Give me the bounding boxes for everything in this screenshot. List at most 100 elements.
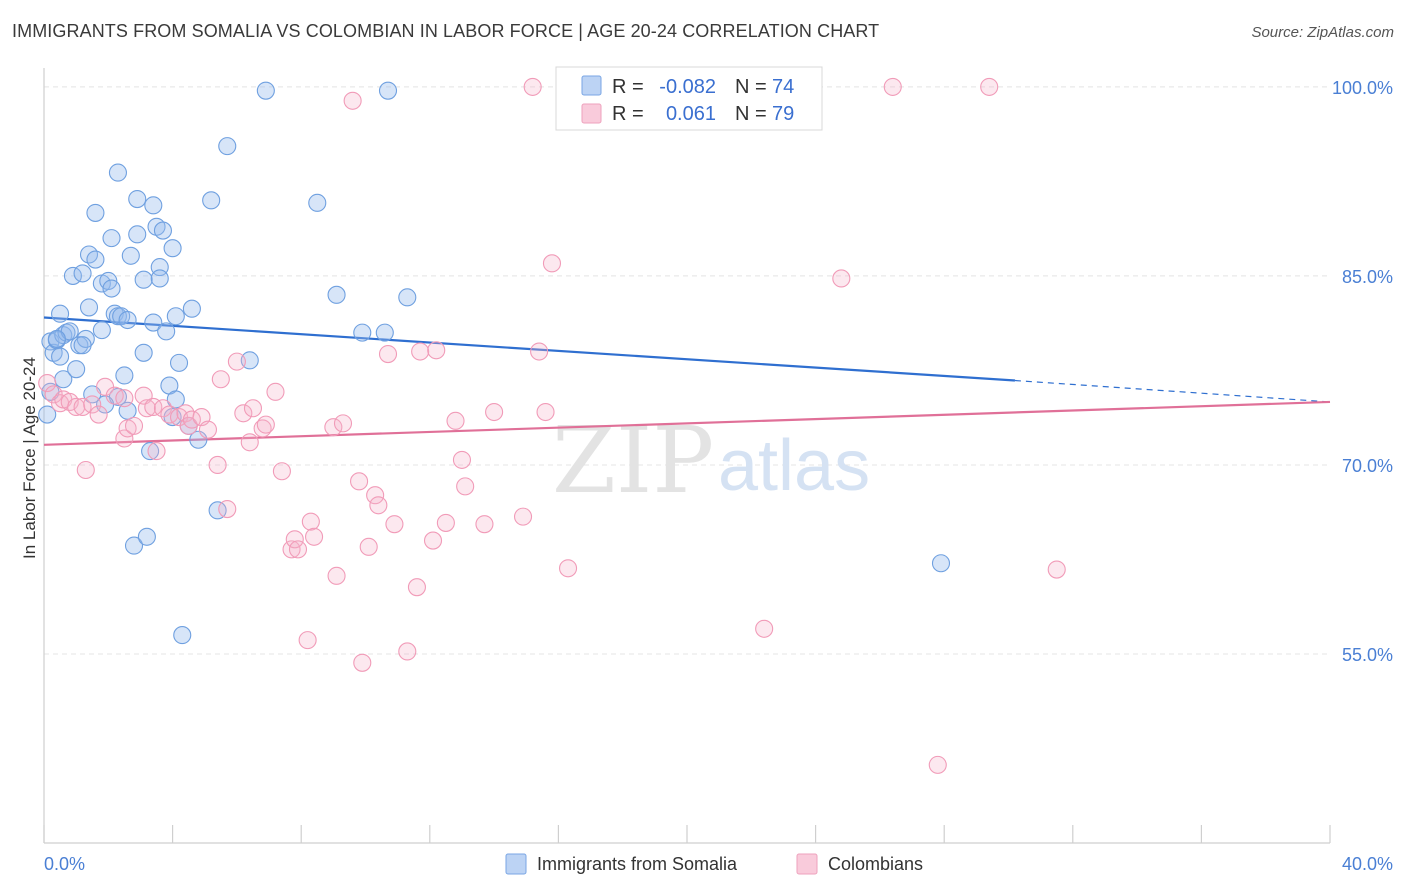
somalia-point-24 — [102, 279, 121, 298]
colombian-point-71 — [542, 254, 562, 273]
somalia-point-41 — [144, 196, 163, 215]
bottom-legend-colombian: Colombians — [828, 854, 923, 874]
somalia-point-70 — [73, 336, 92, 355]
legend-swatch-somalia — [581, 75, 602, 96]
somalia-point-63 — [308, 193, 327, 212]
axes — [43, 68, 1331, 844]
colombian-point-27 — [198, 420, 218, 439]
somalia-point-42 — [144, 313, 163, 332]
legend-r-label-colombian: R = — [612, 103, 644, 125]
somalia-point-33 — [121, 246, 140, 265]
colombian-point-62 — [446, 411, 465, 430]
colombian-point-55 — [385, 515, 404, 534]
colombian-point-13 — [115, 429, 134, 448]
legend-r-somalia: -0.082 — [659, 76, 716, 98]
watermark: ZIP atlas — [552, 407, 870, 514]
trend-line-colombian — [43, 400, 1331, 446]
series-somalia — [38, 81, 951, 645]
y-tick-label-1: 70.0% — [1342, 456, 1393, 476]
colombian-point-29 — [211, 370, 230, 389]
somalia-point-59 — [208, 501, 227, 520]
colombian-point-60 — [427, 341, 446, 360]
x-tick-label-0: 0.0% — [44, 854, 85, 874]
legend-r-colombian: 0.061 — [666, 103, 716, 125]
colombian-point-0 — [38, 373, 57, 393]
colombian-point-50 — [353, 653, 372, 672]
colombian-point-17 — [137, 399, 156, 418]
colombian-point-40 — [285, 530, 304, 549]
colombian-point-72 — [558, 559, 578, 578]
colombian-point-73 — [755, 619, 774, 638]
colombian-point-30 — [218, 500, 237, 519]
somalia-point-17 — [79, 298, 99, 317]
somalia-point-54 — [173, 626, 192, 645]
colombian-point-52 — [366, 486, 385, 505]
somalia-point-50 — [163, 239, 182, 258]
somalia-point-0 — [38, 405, 57, 424]
bottom-legend-swatch-somalia — [505, 853, 527, 875]
correlation-legend: R = -0.082 N = 74 R = 0.061 N = 79 — [555, 66, 823, 131]
somalia-point-47 — [157, 322, 176, 341]
somalia-point-62 — [256, 81, 275, 100]
colombian-point-56 — [398, 642, 417, 661]
colombian-point-78 — [1047, 560, 1066, 579]
colombian-point-31 — [227, 352, 246, 371]
somalia-point-28 — [108, 163, 127, 182]
somalia-point-19 — [86, 250, 105, 269]
somalia-point-53 — [169, 353, 189, 372]
colombian-point-57 — [407, 578, 426, 597]
chart-title: IMMIGRANTS FROM SOMALIA VS COLOMBIAN IN … — [12, 21, 880, 41]
colombian-point-9 — [89, 405, 108, 424]
legend-n-label-colombian: N = — [735, 103, 767, 125]
colombian-point-8 — [83, 395, 102, 414]
y-tick-label-0: 55.0% — [1342, 645, 1393, 665]
colombian-point-49 — [350, 472, 369, 491]
somalia-point-60 — [218, 137, 237, 156]
colombian-point-38 — [272, 462, 291, 481]
trend-line-somalia-extension — [1014, 379, 1331, 403]
colombian-point-15 — [124, 416, 144, 435]
y-tick-labels: 55.0% 70.0% 85.0% 100.0% — [1332, 78, 1393, 665]
y-axis-title: In Labor Force | Age 20-24 — [20, 357, 39, 559]
colombian-point-64 — [456, 477, 475, 496]
colombian-point-66 — [485, 402, 504, 422]
watermark-atlas: atlas — [718, 426, 870, 506]
colombian-point-47 — [333, 414, 353, 433]
trend-line-somalia — [43, 316, 1016, 382]
somalia-point-45 — [150, 269, 169, 288]
colombian-point-68 — [523, 77, 542, 96]
colombian-point-39 — [282, 540, 301, 559]
somalia-point-18 — [86, 203, 105, 222]
colombian-point-37 — [266, 382, 285, 401]
legend-r-label-somalia: R = — [612, 76, 644, 98]
somalia-point-14 — [73, 264, 92, 283]
somalia-point-69 — [931, 554, 951, 573]
bottom-legend-swatch-colombian — [796, 853, 818, 875]
somalia-point-36 — [128, 225, 147, 244]
somalia-point-35 — [128, 190, 147, 209]
colombian-point-7 — [76, 460, 95, 480]
somalia-point-58 — [202, 191, 221, 210]
legend-swatch-colombian — [581, 103, 602, 124]
somalia-point-61 — [240, 351, 259, 370]
colombian-point-44 — [305, 527, 324, 546]
trend-lines — [43, 316, 1331, 446]
colombian-point-19 — [147, 442, 166, 461]
colombian-point-33 — [240, 433, 259, 452]
somalia-point-5 — [51, 347, 70, 366]
legend-n-colombian: 79 — [772, 103, 794, 125]
somalia-point-34 — [124, 536, 144, 555]
legend-n-somalia: 74 — [772, 76, 794, 98]
colombian-point-75 — [883, 77, 902, 96]
colombian-point-43 — [301, 512, 320, 531]
colombian-point-32 — [234, 404, 253, 423]
somalia-point-30 — [115, 366, 134, 385]
colombian-point-45 — [324, 418, 343, 437]
somalia-point-21 — [92, 321, 111, 340]
x-tick-label-1: 40.0% — [1342, 854, 1393, 874]
somalia-point-12 — [67, 360, 86, 379]
somalia-point-57 — [189, 430, 208, 449]
colombian-point-69 — [530, 342, 549, 361]
colombian-point-28 — [208, 455, 227, 475]
somalia-point-23 — [102, 229, 121, 248]
